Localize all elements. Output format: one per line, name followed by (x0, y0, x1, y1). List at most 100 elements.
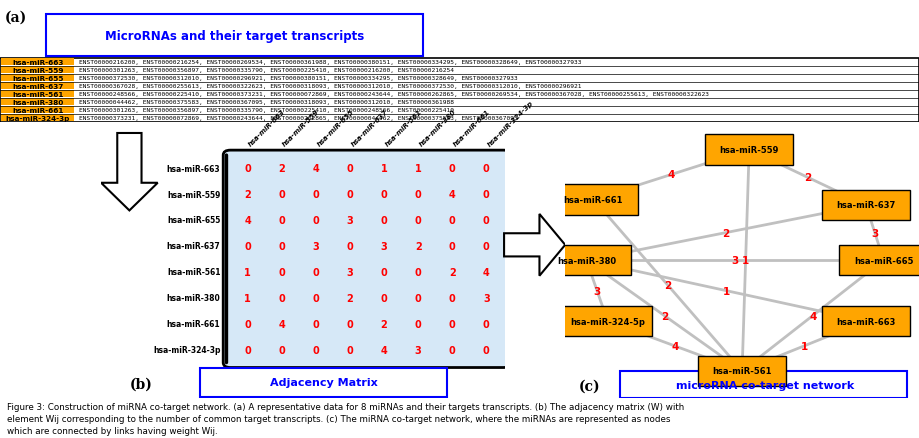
Text: 2: 2 (804, 173, 811, 183)
Text: 2: 2 (414, 241, 422, 251)
Polygon shape (101, 134, 158, 211)
Text: hsa-miR-324-5p: hsa-miR-324-5p (570, 317, 645, 326)
Text: 2: 2 (278, 164, 285, 174)
Text: 0: 0 (278, 345, 285, 355)
Text: ENST00000216200, ENST00000216254, ENST00000269534, ENST00000361988, ENST00000380: ENST00000216200, ENST00000216254, ENST00… (79, 60, 582, 65)
FancyBboxPatch shape (1, 75, 74, 82)
FancyBboxPatch shape (822, 306, 910, 336)
Text: Adjacency Matrix: Adjacency Matrix (269, 378, 378, 388)
Text: (c): (c) (579, 379, 601, 393)
Text: 0: 0 (346, 345, 353, 355)
Text: ENST00000301263, ENST00000356897, ENST00000335790, ENST00000225410, ENST00000248: ENST00000301263, ENST00000356897, ENST00… (79, 108, 454, 113)
Text: 0: 0 (414, 215, 422, 226)
Text: hsa-miR-663: hsa-miR-663 (12, 60, 63, 66)
FancyBboxPatch shape (563, 306, 652, 336)
Text: 4: 4 (244, 215, 251, 226)
Text: hsa-miR-324-3p: hsa-miR-324-3p (486, 99, 535, 148)
Text: 2: 2 (346, 293, 353, 303)
Text: 0: 0 (244, 345, 251, 355)
Text: hsa-miR-380: hsa-miR-380 (166, 293, 221, 303)
Text: 2: 2 (380, 319, 388, 329)
FancyBboxPatch shape (542, 245, 630, 276)
Text: 1: 1 (414, 164, 422, 174)
Text: hsa-miR-637: hsa-miR-637 (166, 242, 221, 251)
Text: 4: 4 (278, 319, 285, 329)
Text: (a): (a) (5, 11, 27, 25)
Text: hsa-miR-561: hsa-miR-561 (712, 367, 772, 375)
Text: 0: 0 (414, 293, 422, 303)
Text: 0: 0 (414, 190, 422, 200)
FancyBboxPatch shape (839, 245, 919, 276)
Text: 3: 3 (312, 241, 319, 251)
Text: hsa-miR-663: hsa-miR-663 (836, 317, 896, 326)
FancyBboxPatch shape (705, 135, 793, 166)
Text: 0: 0 (483, 215, 490, 226)
Text: 0: 0 (414, 267, 422, 277)
Text: 0: 0 (312, 190, 319, 200)
Text: 0: 0 (312, 215, 319, 226)
Text: 0: 0 (312, 319, 319, 329)
Text: 0: 0 (380, 293, 388, 303)
Text: (b): (b) (130, 376, 153, 390)
Text: hsa-miR-663: hsa-miR-663 (166, 164, 221, 173)
Text: 0: 0 (414, 319, 422, 329)
Text: 0: 0 (346, 319, 353, 329)
Text: 0: 0 (346, 190, 353, 200)
Text: hsa-miR-380: hsa-miR-380 (557, 256, 616, 265)
Text: 0: 0 (483, 319, 490, 329)
Text: 0: 0 (380, 190, 388, 200)
Text: 0: 0 (312, 293, 319, 303)
Text: 1: 1 (800, 341, 808, 351)
FancyBboxPatch shape (1, 91, 74, 98)
Text: hsa-miR-637: hsa-miR-637 (12, 84, 63, 90)
Text: 0: 0 (380, 267, 388, 277)
FancyBboxPatch shape (822, 190, 910, 221)
Text: 0: 0 (244, 241, 251, 251)
Text: hsa-miR-661: hsa-miR-661 (166, 319, 221, 328)
Text: hsa-miR-655: hsa-miR-655 (167, 216, 221, 225)
Text: 4: 4 (312, 164, 319, 174)
Text: 1: 1 (380, 164, 388, 174)
Text: 0: 0 (278, 293, 285, 303)
Text: hsa-miR-561: hsa-miR-561 (384, 109, 423, 148)
Text: 1: 1 (742, 256, 749, 265)
Text: 3: 3 (346, 215, 353, 226)
Text: 0: 0 (244, 164, 251, 174)
Text: ENST00000373231, ENST00000072869, ENST00000243644, ENST00000262865, ENST00000044: ENST00000373231, ENST00000072869, ENST00… (79, 116, 517, 121)
Text: ENST00000248566, ENST00000225410, ENST00000373231, ENST00000072869, ENST00000243: ENST00000248566, ENST00000225410, ENST00… (79, 92, 709, 97)
Text: 4: 4 (483, 267, 490, 277)
Text: 0: 0 (483, 190, 490, 200)
Text: 0: 0 (483, 164, 490, 174)
Text: hsa-miR-561: hsa-miR-561 (12, 92, 63, 98)
Text: which are connected by links having weight Wij.: which are connected by links having weig… (7, 426, 218, 435)
Text: 0: 0 (448, 293, 456, 303)
Text: ENST00000367028, ENST00000255613, ENST00000322623, ENST00000318093, ENST00000312: ENST00000367028, ENST00000255613, ENST00… (79, 84, 582, 89)
FancyBboxPatch shape (1, 115, 74, 122)
Text: element Wij corresponding to the number of common target transcripts. (c) The mi: element Wij corresponding to the number … (7, 414, 671, 423)
Text: ENST00000301263, ENST00000356897, ENST00000335790, ENST00000225410, ENST00000216: ENST00000301263, ENST00000356897, ENST00… (79, 68, 454, 73)
Text: 3: 3 (414, 345, 422, 355)
Text: 1: 1 (722, 286, 730, 296)
FancyBboxPatch shape (620, 371, 907, 399)
FancyBboxPatch shape (46, 15, 423, 57)
Text: hsa-miR-559: hsa-miR-559 (167, 190, 221, 199)
FancyBboxPatch shape (1, 59, 74, 66)
Text: hsa-miR-559: hsa-miR-559 (720, 146, 779, 155)
Text: 4: 4 (667, 170, 675, 180)
Text: ENST00000044462, ENST00000375583, ENST00000367095, ENST00000318093, ENST00000312: ENST00000044462, ENST00000375583, ENST00… (79, 100, 454, 105)
FancyBboxPatch shape (223, 151, 511, 367)
Text: hsa-miR-655: hsa-miR-655 (12, 76, 63, 82)
FancyBboxPatch shape (1, 83, 74, 90)
Text: 4: 4 (671, 341, 678, 351)
Text: hsa-miR-380: hsa-miR-380 (12, 100, 63, 106)
Text: 2: 2 (661, 311, 668, 321)
Text: hsa-miR-637: hsa-miR-637 (836, 201, 895, 210)
Text: 0: 0 (380, 215, 388, 226)
Text: 0: 0 (448, 345, 456, 355)
Text: 2: 2 (664, 280, 672, 290)
Text: 0: 0 (448, 215, 456, 226)
FancyBboxPatch shape (200, 368, 447, 397)
Text: hsa-miR-561: hsa-miR-561 (167, 268, 221, 277)
Text: 3: 3 (732, 256, 739, 265)
Text: 0: 0 (448, 319, 456, 329)
